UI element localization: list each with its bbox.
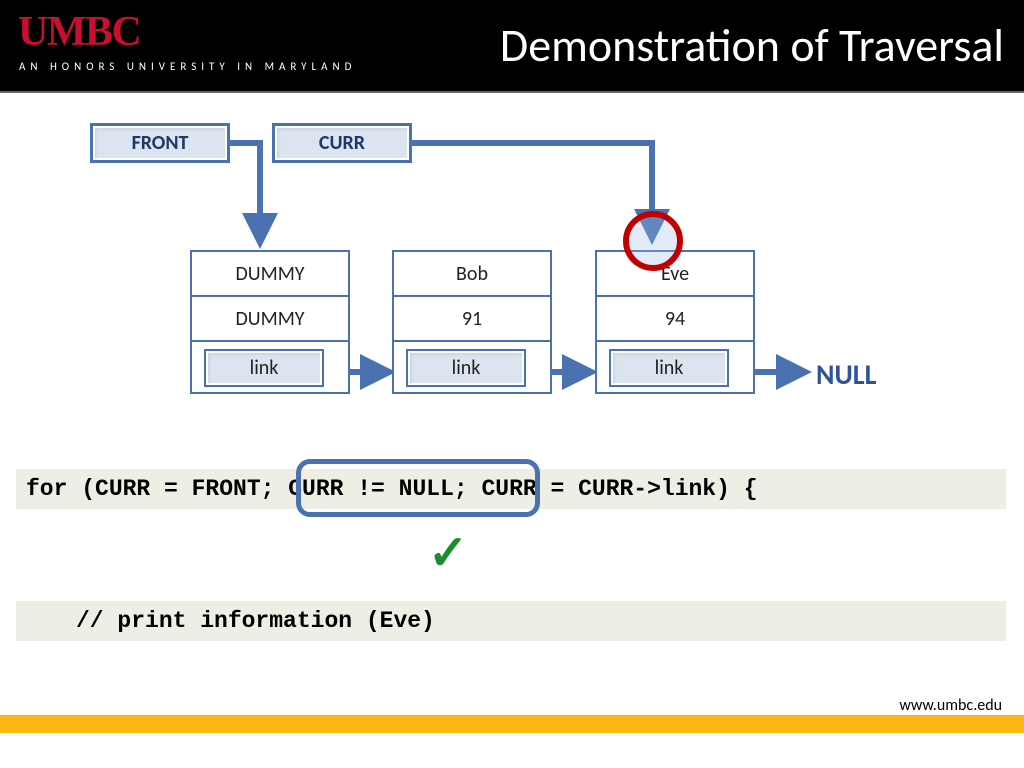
- footer-stripe: [0, 715, 1024, 733]
- node-link-cell: link: [597, 342, 753, 392]
- footer-url: www.umbc.edu: [899, 696, 1002, 715]
- slide-title: Demonstration of Traversal: [500, 18, 1004, 74]
- node-eve: Eve 94 link: [595, 250, 755, 394]
- code-line-2: // print information (Eve): [16, 601, 1006, 641]
- node-link: link: [406, 349, 526, 387]
- curr-target-ring: [623, 211, 683, 271]
- header-bar: UMBC AN HONORS UNIVERSITY IN MARYLAND De…: [0, 0, 1024, 93]
- diagram-stage: FRONT CURR DUMMY DUMMY link Bob 91 link …: [0, 93, 1024, 733]
- umbc-logo: UMBC: [18, 8, 140, 56]
- code-highlight-box: [296, 459, 540, 517]
- node-value: DUMMY: [192, 297, 348, 342]
- node-link: link: [609, 349, 729, 387]
- null-label: NULL: [816, 357, 876, 392]
- node-link-cell: link: [394, 342, 550, 392]
- pointer-curr: CURR: [272, 123, 412, 163]
- node-name: DUMMY: [192, 252, 348, 297]
- node-value: 91: [394, 297, 550, 342]
- umbc-tagline: AN HONORS UNIVERSITY IN MARYLAND: [19, 60, 356, 73]
- node-bob: Bob 91 link: [392, 250, 552, 394]
- node-dummy: DUMMY DUMMY link: [190, 250, 350, 394]
- node-name: Bob: [394, 252, 550, 297]
- node-link-cell: link: [192, 342, 348, 392]
- checkmark-icon: ✓: [428, 523, 468, 582]
- node-value: 94: [597, 297, 753, 342]
- pointer-front: FRONT: [90, 123, 230, 163]
- node-link: link: [204, 349, 324, 387]
